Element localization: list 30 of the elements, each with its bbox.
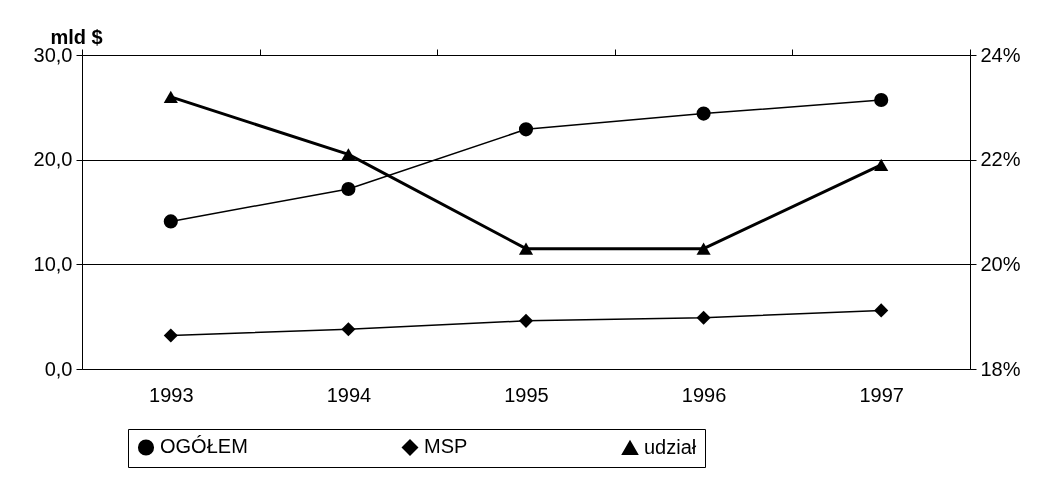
y-tick-label: 10,0 <box>33 252 73 275</box>
point <box>874 158 889 172</box>
y2-tick-label: 24% <box>980 43 1021 66</box>
y2-tick-label: 20% <box>980 252 1021 275</box>
y2-tick-label: 18% <box>980 357 1021 380</box>
x-tick-label: 1994 <box>326 383 372 406</box>
point <box>163 328 178 343</box>
x-tick-label: 1995 <box>504 383 549 406</box>
point <box>341 181 356 197</box>
point <box>518 242 534 255</box>
point <box>163 214 178 229</box>
point <box>518 122 534 137</box>
point <box>696 310 711 325</box>
point <box>696 106 711 121</box>
x-tick-label: 1993 <box>149 383 194 406</box>
legend-label: OGÓŁEM <box>160 435 248 458</box>
point <box>874 303 889 318</box>
point <box>341 148 356 161</box>
x-tick-label: 1996 <box>681 383 727 406</box>
point <box>341 322 356 337</box>
point <box>163 90 178 103</box>
y-tick-label: 20,0 <box>33 148 73 171</box>
point <box>518 313 534 328</box>
x-tick-label: 1997 <box>859 383 904 406</box>
legend-label: udział <box>644 435 697 458</box>
legend-label: MSP <box>424 435 468 458</box>
y2-tick-label: 22% <box>980 148 1021 171</box>
y-tick-label: 0,0 <box>44 357 73 380</box>
point <box>696 242 711 255</box>
point <box>874 92 889 108</box>
